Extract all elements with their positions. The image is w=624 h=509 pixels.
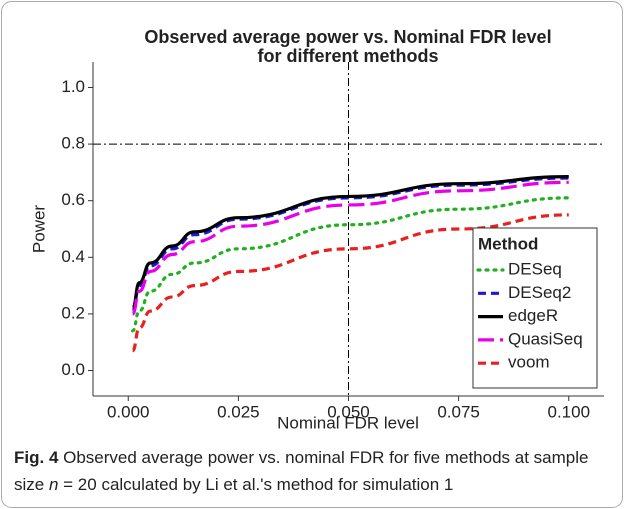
legend-title: Method <box>478 234 538 253</box>
x-tick-label: 0.100 <box>547 402 590 421</box>
y-tick-label: 0.4 <box>61 247 85 266</box>
y-tick-label: 0.2 <box>61 303 85 322</box>
caption: Fig. 4 Observed average power vs. nomina… <box>14 444 610 498</box>
legend-label: QuasiSeq <box>508 329 583 348</box>
y-axis-label: Power <box>29 205 48 254</box>
chart-title: for different methods <box>257 46 438 66</box>
caption-text: Observed average power vs. nominal FDR f… <box>14 448 589 494</box>
series-line <box>131 175 569 310</box>
x-tick-label: 0.075 <box>437 402 480 421</box>
y-tick-label: 0.0 <box>61 360 85 379</box>
legend-label: voom <box>508 353 550 372</box>
series-line <box>131 180 569 316</box>
x-tick-label: 0.000 <box>107 402 150 421</box>
y-tick-label: 0.8 <box>61 134 85 153</box>
legend-label: DESeq <box>508 259 562 278</box>
legend-label: edgeR <box>508 306 558 325</box>
x-tick-label: 0.050 <box>327 402 370 421</box>
series-line <box>131 213 569 353</box>
chart-title: Observed average power vs. Nominal FDR l… <box>144 27 551 47</box>
legend-box <box>472 227 598 389</box>
caption-variable: n <box>48 475 59 494</box>
caption-text: = 20 calculated by Li et al.'s method fo… <box>58 475 454 494</box>
x-tick-label: 0.025 <box>217 402 260 421</box>
legend-label: DESeq2 <box>508 283 571 302</box>
y-tick-label: 1.0 <box>61 77 85 96</box>
series-line <box>131 196 571 333</box>
y-tick-label: 0.6 <box>61 190 85 209</box>
x-axis-label: Nominal FDR level <box>277 413 419 432</box>
caption-label: Fig. 4 <box>14 448 59 467</box>
